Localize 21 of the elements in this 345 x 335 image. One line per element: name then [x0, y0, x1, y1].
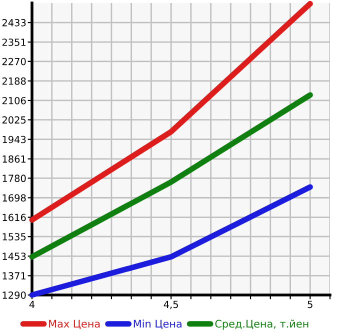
x-tick-label: 5 — [308, 300, 312, 308]
y-tick-label: 1943 — [2, 136, 26, 144]
y-tick-label: 1616 — [2, 214, 26, 222]
x-tick-label: 4 — [29, 300, 35, 308]
y-tick-label: 2351 — [2, 38, 26, 46]
legend-label: Min Цена — [134, 320, 182, 330]
y-tick-label: 1535 — [2, 233, 26, 240]
y-tick-label: 1780 — [2, 174, 26, 182]
y-tick-label: 2106 — [2, 96, 26, 104]
y-tick-label: 1698 — [2, 194, 26, 202]
x-tick-label: 4,5 — [164, 300, 178, 310]
y-tick-label: 2188 — [2, 77, 26, 85]
legend-label: Max Цена — [49, 320, 100, 330]
y-tick-label: 1861 — [2, 155, 26, 163]
legend-label: Сред.Цена, т.йен — [215, 320, 308, 330]
y-tick-label: 1371 — [2, 272, 26, 280]
y-tick-label: 1453 — [2, 252, 26, 260]
y-tick-label: 2433 — [2, 19, 26, 26]
y-tick-label: 2270 — [2, 58, 26, 66]
y-tick-label: 1290 — [2, 291, 26, 299]
y-tick-label: 2025 — [2, 116, 26, 124]
